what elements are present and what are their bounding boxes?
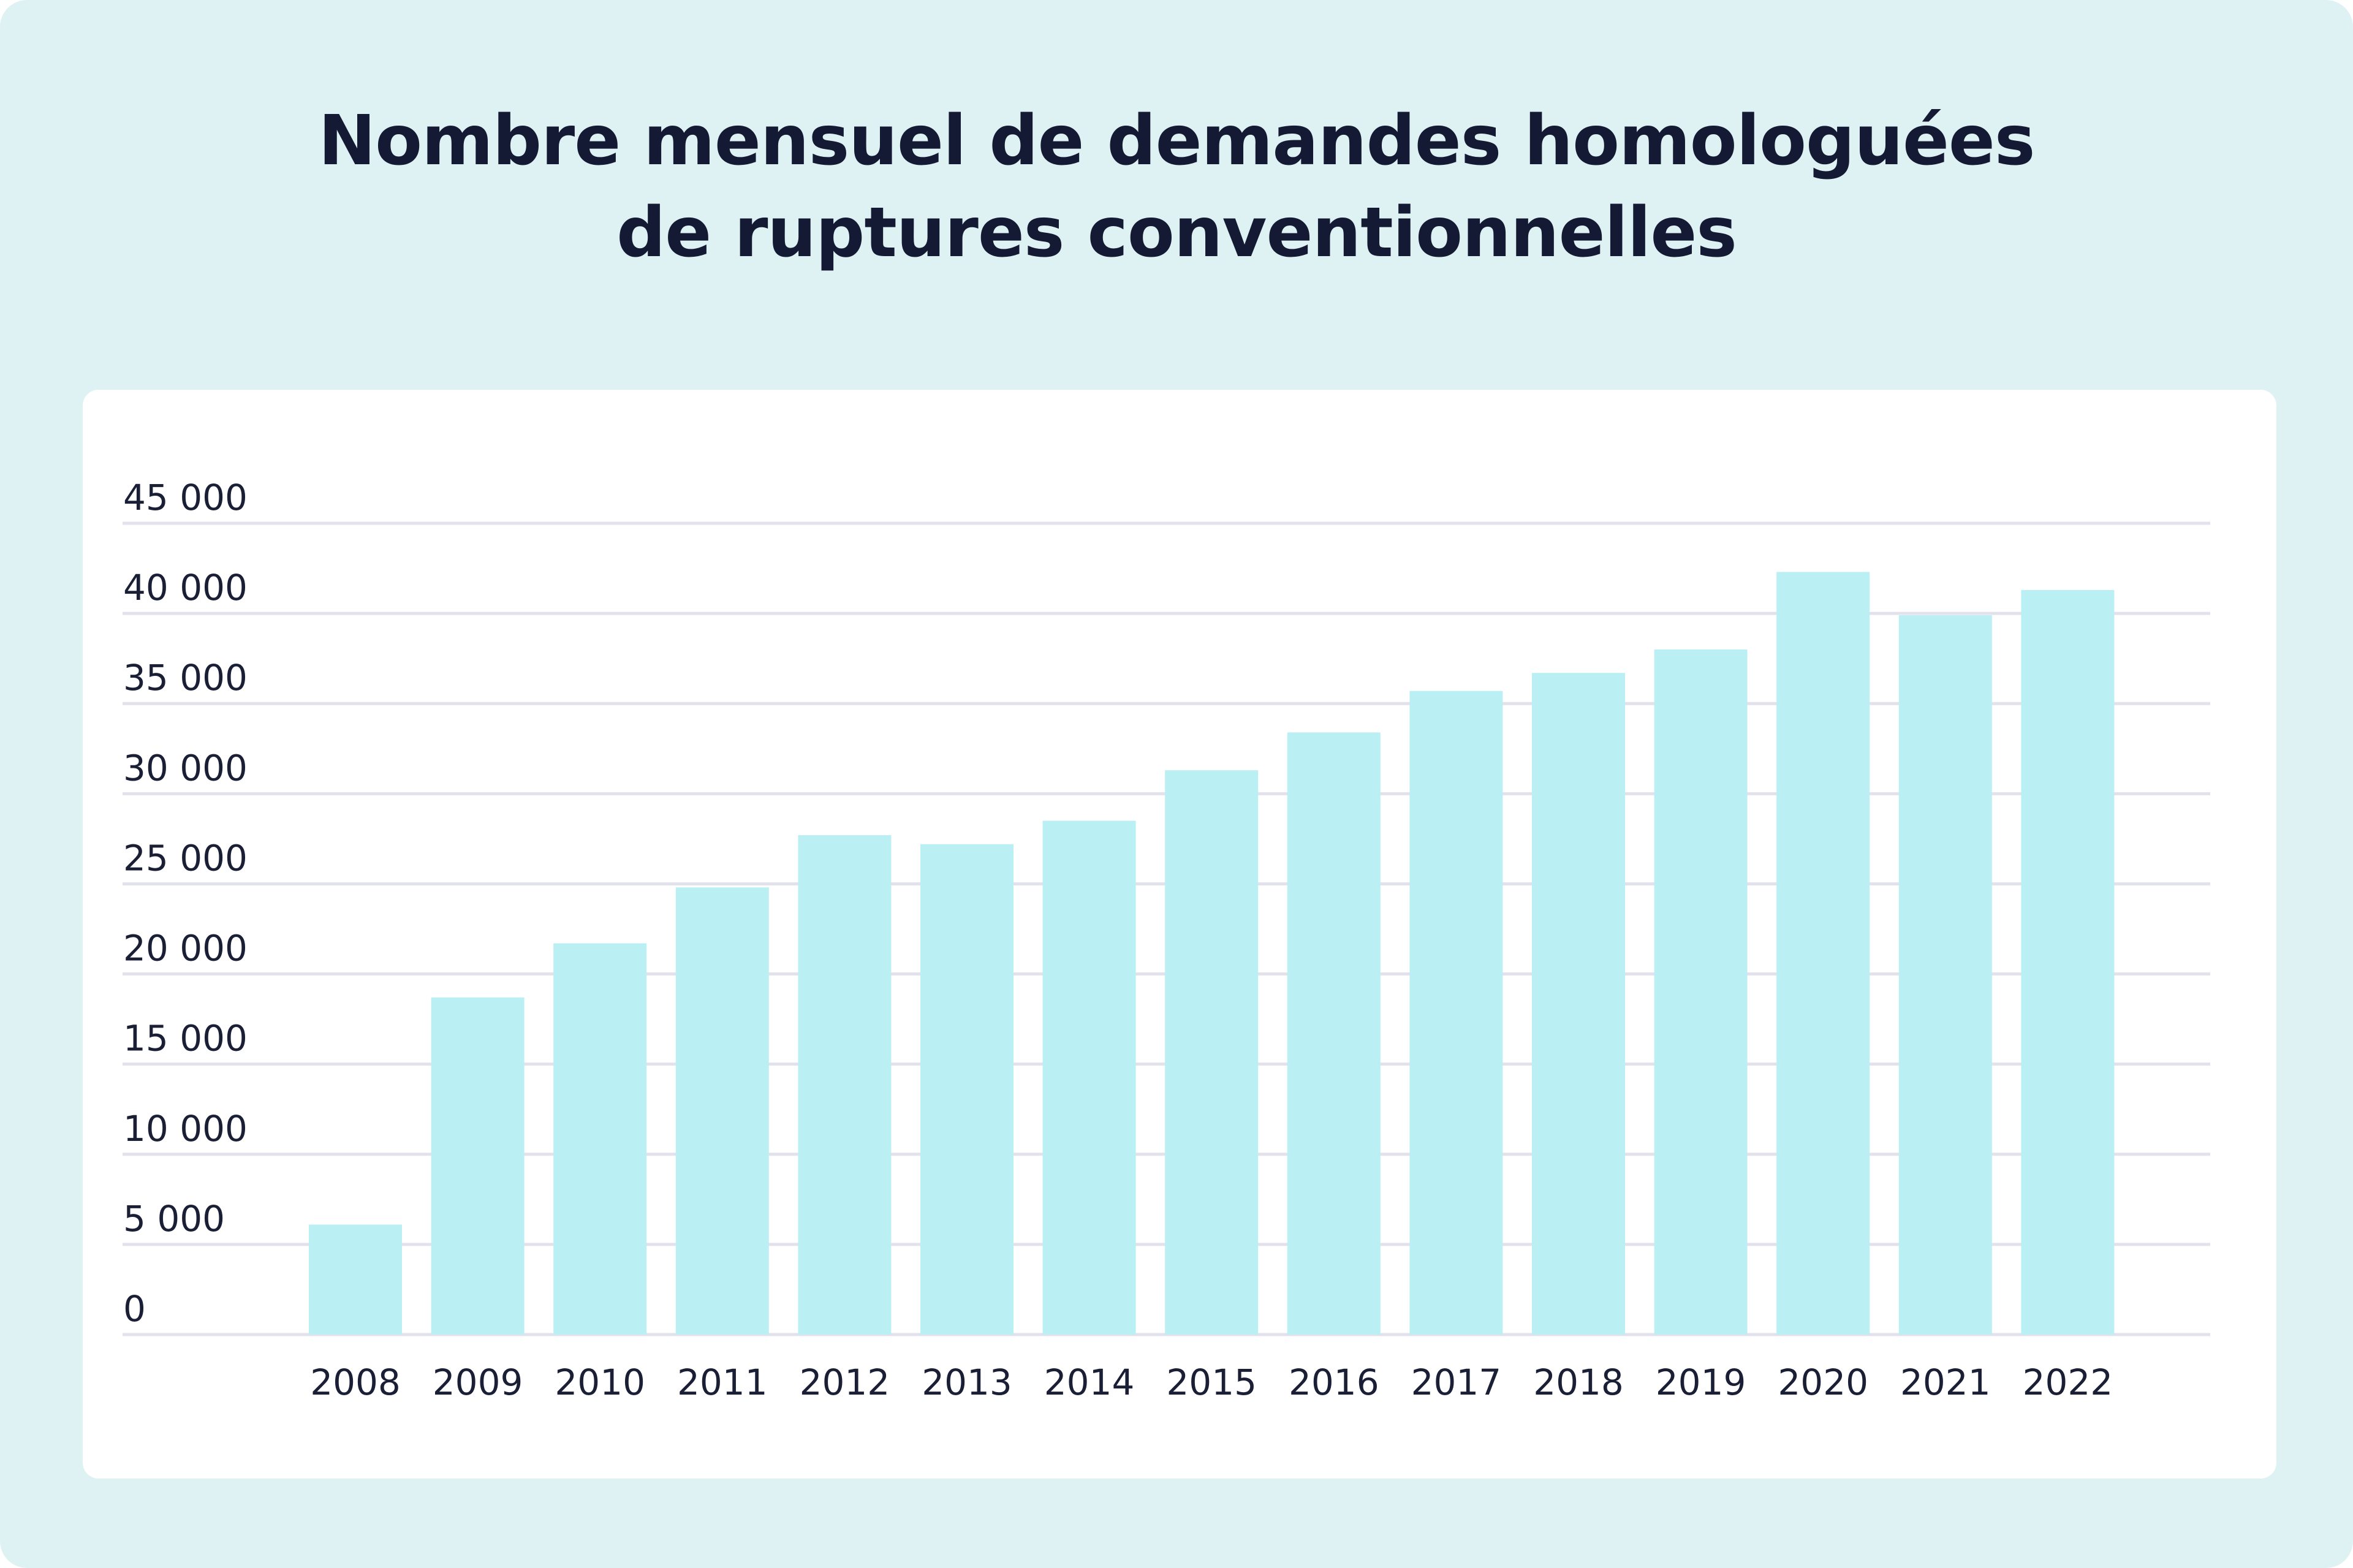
bar-2022 xyxy=(2021,589,2115,1335)
chart-title-line-1: Nombre mensuel de demandes homologuées xyxy=(318,101,2035,181)
x-tick-label: 2020 xyxy=(1778,1362,1868,1403)
x-tick-label: 2013 xyxy=(922,1362,1012,1403)
bar-2008 xyxy=(309,1224,402,1335)
chart-title: Nombre mensuel de demandes homologuées d… xyxy=(0,95,2353,279)
y-tick-label: 15 000 xyxy=(123,1018,248,1059)
y-tick-label: 35 000 xyxy=(123,657,248,699)
x-tick-label: 2022 xyxy=(2023,1362,2113,1403)
bar-2010 xyxy=(553,943,647,1335)
y-tick-label: 10 000 xyxy=(123,1108,248,1149)
x-tick-label: 2019 xyxy=(1656,1362,1746,1403)
bar-2011 xyxy=(675,887,769,1335)
x-tick-label: 2009 xyxy=(433,1362,523,1403)
bar-2013 xyxy=(920,844,1014,1335)
x-tick-label: 2017 xyxy=(1411,1362,1502,1403)
bar-2019 xyxy=(1654,649,1748,1335)
y-tick-label: 45 000 xyxy=(123,477,248,518)
bar-2018 xyxy=(1532,673,1625,1335)
y-tick-label: 25 000 xyxy=(123,837,248,879)
x-tick-label: 2021 xyxy=(1900,1362,1991,1403)
x-tick-label: 2011 xyxy=(677,1362,768,1403)
bar-2012 xyxy=(798,835,892,1335)
y-tick-label: 40 000 xyxy=(123,567,248,608)
bar-layer xyxy=(309,572,2115,1335)
y-tick-label: 30 000 xyxy=(123,747,248,789)
y-tick-label: 0 xyxy=(123,1288,146,1330)
bar-chart: 0 5 000 10 000 15 000 20 000 25 000 30 000 35 0… xyxy=(123,477,2210,1403)
x-tick-label: 2016 xyxy=(1289,1362,1379,1403)
bar-2016 xyxy=(1287,732,1381,1335)
x-tick-label: 2008 xyxy=(310,1362,401,1403)
bar-2017 xyxy=(1409,691,1503,1335)
x-tick-label: 2015 xyxy=(1166,1362,1257,1403)
x-tick-label: 2012 xyxy=(800,1362,890,1403)
chart-title-line-2: de ruptures conventionnelles xyxy=(616,193,1737,273)
chart-card: 0 5 000 10 000 15 000 20 000 25 000 30 000 35 0… xyxy=(83,390,2276,1479)
bar-2009 xyxy=(431,997,525,1335)
x-tick-label: 2018 xyxy=(1533,1362,1624,1403)
x-axis-ticks: 2008 2009 2010 2011 2012 2013 2014 2015 2016 2017… xyxy=(310,1362,2113,1403)
bar-2015 xyxy=(1165,770,1259,1335)
bar-2021 xyxy=(1898,615,1992,1335)
x-tick-label: 2010 xyxy=(555,1362,645,1403)
x-tick-label: 2014 xyxy=(1044,1362,1135,1403)
y-tick-label: 20 000 xyxy=(123,928,248,969)
bar-2020 xyxy=(1776,572,1870,1335)
y-axis-ticks: 0 5 000 10 000 15 000 20 000 25 000 30 000 35 0… xyxy=(123,477,248,1330)
y-tick-label: 5 000 xyxy=(123,1198,225,1240)
bar-2014 xyxy=(1042,820,1136,1335)
